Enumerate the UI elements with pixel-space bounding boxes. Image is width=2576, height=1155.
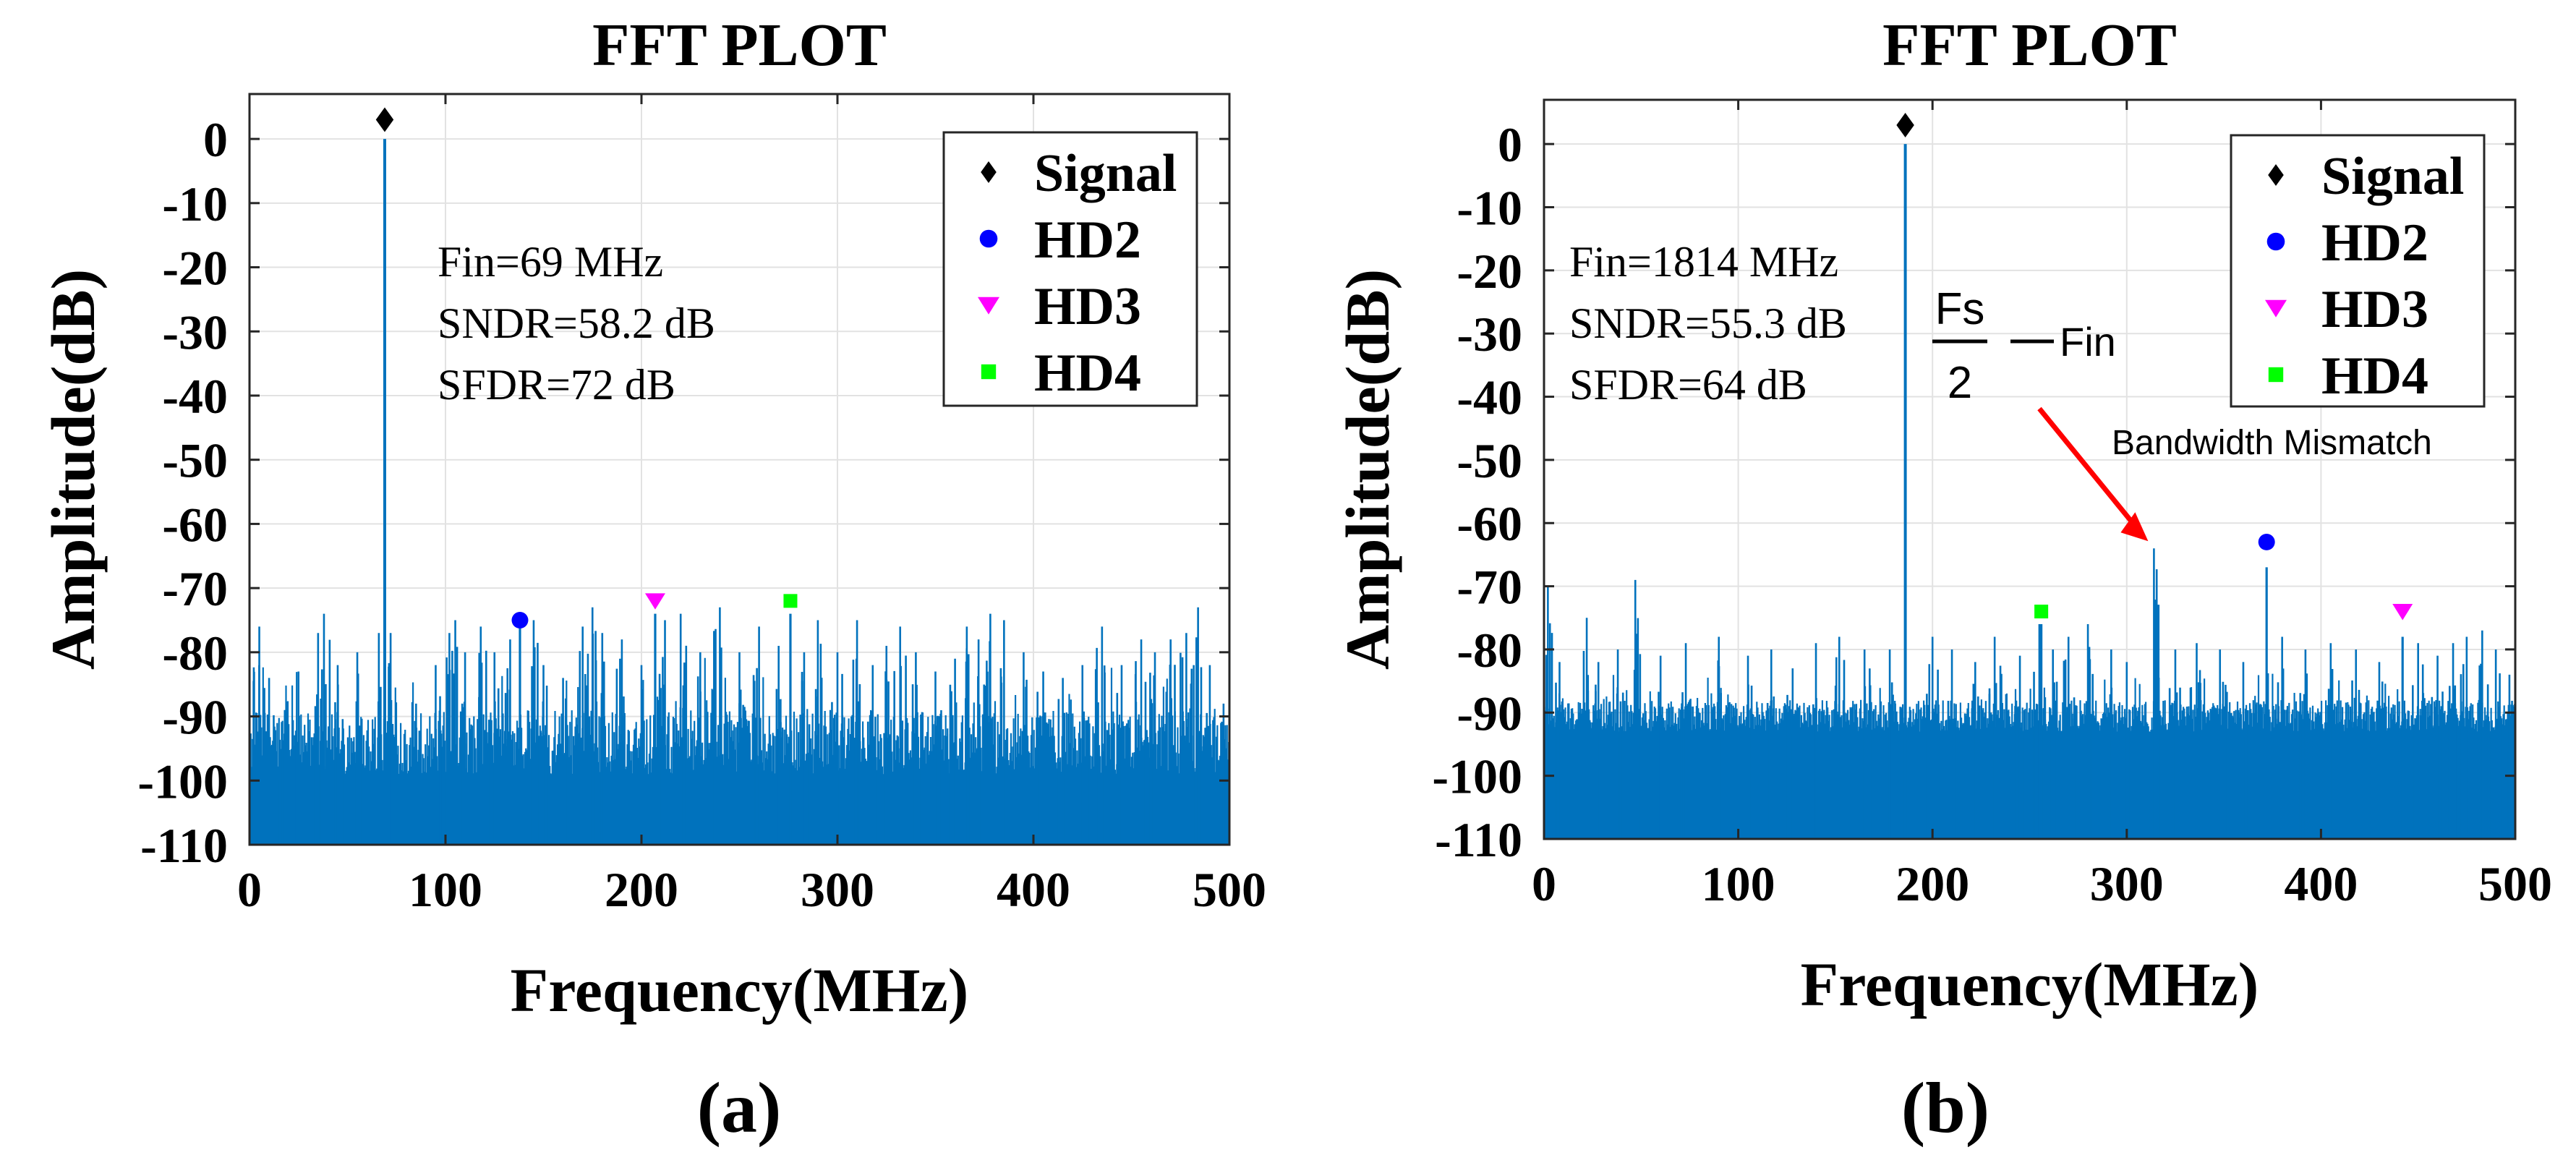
y-tick-label: -50 bbox=[162, 433, 228, 488]
marker-hd2 bbox=[511, 612, 529, 628]
figure-caption: (b) bbox=[1901, 1067, 1989, 1148]
x-tick-label: 400 bbox=[2284, 856, 2358, 911]
x-tick-label: 200 bbox=[1895, 856, 1969, 911]
y-tick-label: 0 bbox=[203, 112, 228, 167]
x-tick-label: 200 bbox=[605, 862, 678, 917]
marker-hd3 bbox=[644, 593, 665, 610]
legend-marker-signal bbox=[981, 161, 997, 183]
legend-label-hd2: HD2 bbox=[1034, 210, 1141, 270]
y-tick-label: -70 bbox=[1457, 560, 1522, 615]
x-tick-label: 500 bbox=[1193, 862, 1266, 917]
legend-label-signal: Signal bbox=[1034, 144, 1177, 203]
legend-label-hd4: HD4 bbox=[2321, 346, 2428, 406]
y-tick-label: -20 bbox=[162, 241, 228, 296]
y-axis-label: Amplitude(dB) bbox=[38, 269, 108, 670]
x-tick-label: 0 bbox=[237, 862, 262, 917]
legend-marker-hd2 bbox=[979, 229, 998, 248]
y-tick-label: -110 bbox=[1435, 812, 1522, 867]
legend-label-signal: Signal bbox=[2321, 147, 2464, 206]
x-axis-label: Frequency(MHz) bbox=[1801, 950, 2259, 1019]
legend-marker-hd4 bbox=[981, 364, 997, 380]
y-tick-label: -100 bbox=[137, 754, 228, 809]
fraction-suffix: Fin bbox=[2060, 319, 2116, 365]
chart-title: FFT PLOT bbox=[592, 12, 887, 79]
axes-box bbox=[248, 93, 1231, 846]
spurs bbox=[252, 607, 1230, 845]
legend: Signal HD2 HD3 HD4 bbox=[942, 131, 1198, 407]
mismatch-label: Bandwidth Mismatch bbox=[2112, 424, 2432, 462]
y-tick-label: -60 bbox=[162, 497, 228, 552]
ticks bbox=[1543, 100, 2517, 840]
marker-hd4 bbox=[2034, 605, 2049, 619]
y-tick-label: -80 bbox=[162, 626, 228, 681]
legend-label-hd3: HD3 bbox=[1034, 277, 1141, 336]
y-tick-label: -30 bbox=[1457, 307, 1522, 362]
x-tick-label: 400 bbox=[997, 862, 1070, 917]
x-tick-label: 100 bbox=[1702, 856, 1775, 911]
marker-signal bbox=[375, 107, 394, 132]
chart-title: FFT PLOT bbox=[1882, 12, 2177, 79]
y-tick-label: -90 bbox=[1457, 686, 1522, 741]
legend-marker-signal bbox=[2268, 164, 2284, 186]
y-tick-label: -60 bbox=[1457, 496, 1522, 551]
axes-box bbox=[1543, 98, 2517, 840]
annotation-text: SFDR=64 dB bbox=[1569, 361, 1807, 409]
y-tick-label: -20 bbox=[1457, 244, 1522, 299]
y-tick-label: -30 bbox=[162, 304, 228, 359]
legend-marker-hd3 bbox=[978, 297, 999, 315]
x-tick-label: 300 bbox=[2090, 856, 2164, 911]
fraction-denominator: 2 bbox=[1948, 358, 1972, 408]
marker-hd3 bbox=[2392, 604, 2413, 621]
y-tick-label: -110 bbox=[140, 818, 228, 873]
marker-hd2 bbox=[2258, 533, 2275, 550]
legend: Signal HD2 HD3 HD4 bbox=[2230, 134, 2486, 408]
x-tick-label: 500 bbox=[2478, 856, 2552, 911]
legend-label-hd4: HD4 bbox=[1034, 344, 1141, 403]
spurs bbox=[1545, 548, 2513, 839]
y-tick-label: -40 bbox=[162, 369, 228, 424]
x-tick-label: 300 bbox=[801, 862, 874, 917]
x-axis-label: Frequency(MHz) bbox=[511, 955, 969, 1025]
chart-a: 0 100 200 300 400 500 0 -10 -20 -30 -40 -50 -60 -70 -8… bbox=[38, 12, 1266, 1148]
annotation-text: Fin=69 MHz bbox=[438, 238, 663, 286]
annotation-text: SFDR=72 dB bbox=[438, 361, 675, 409]
legend-marker-hd3 bbox=[2265, 299, 2287, 317]
legend-label-hd3: HD3 bbox=[2321, 280, 2428, 339]
y-tick-label: -90 bbox=[162, 690, 228, 745]
legend-marker-hd2 bbox=[2266, 232, 2285, 251]
marker-signal bbox=[1896, 112, 1914, 137]
annotation-text: Fin=1814 MHz bbox=[1569, 238, 1838, 286]
annotation-text: SNDR=55.3 dB bbox=[1569, 299, 1847, 347]
legend-label-hd2: HD2 bbox=[2321, 213, 2428, 273]
fraction-numerator: Fs bbox=[1935, 284, 1985, 334]
y-tick-label: -40 bbox=[1457, 370, 1522, 425]
y-tick-label: -70 bbox=[162, 561, 228, 616]
x-tick-label: 0 bbox=[1532, 856, 1556, 911]
mismatch-arrowhead bbox=[2120, 512, 2149, 542]
y-tick-label: -100 bbox=[1432, 749, 1522, 804]
figure-caption: (a) bbox=[697, 1067, 782, 1148]
mismatch-arrow bbox=[2037, 406, 2141, 532]
marker-hd4 bbox=[783, 594, 798, 608]
legend-marker-hd4 bbox=[2268, 367, 2284, 383]
annotation-text: SNDR=58.2 dB bbox=[438, 299, 715, 347]
y-tick-label: -10 bbox=[162, 176, 228, 231]
x-tick-label: 100 bbox=[409, 862, 482, 917]
chart-b: 0 100 200 300 400 500 0 -10 -20 -30 -40 -50 -60 -70 -8… bbox=[1333, 12, 2552, 1148]
y-axis-label: Amplitude(dB) bbox=[1333, 269, 1402, 670]
y-tick-label: -10 bbox=[1457, 180, 1522, 235]
y-tick-label: -80 bbox=[1457, 623, 1522, 678]
y-tick-label: -50 bbox=[1457, 433, 1522, 488]
ticks bbox=[248, 94, 1231, 846]
y-tick-label: 0 bbox=[1498, 117, 1522, 172]
